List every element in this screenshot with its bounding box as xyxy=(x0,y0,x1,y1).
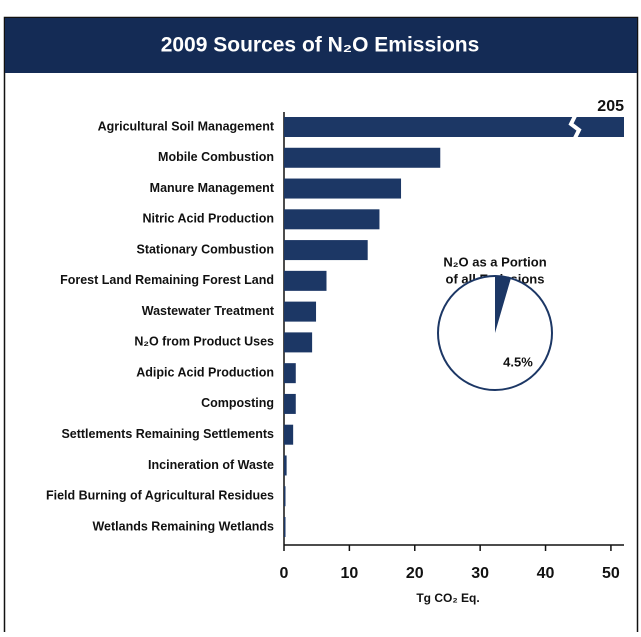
pie-value-label: 4.5% xyxy=(503,354,533,369)
y-tick-label: Settlements Remaining Settlements xyxy=(61,427,274,441)
y-tick-label: Wetlands Remaining Wetlands xyxy=(92,519,274,533)
frame xyxy=(3,16,639,637)
x-tick-label: 0 xyxy=(280,565,289,582)
bar xyxy=(284,209,380,230)
y-tick-label: N₂O from Product Uses xyxy=(134,335,274,349)
pie-title: N₂O as a Portion xyxy=(443,254,546,269)
chart-title: 2009 Sources of N₂O Emissions xyxy=(161,34,480,57)
bar xyxy=(284,393,296,414)
bar xyxy=(284,301,317,322)
value-label: 205 xyxy=(597,98,624,115)
bar xyxy=(284,178,402,199)
y-tick-label: Adipic Acid Production xyxy=(136,365,274,379)
bar xyxy=(284,517,286,538)
bar xyxy=(284,424,294,445)
x-tick-label: 10 xyxy=(340,565,358,582)
y-tick-label: Agricultural Soil Management xyxy=(98,119,275,133)
y-tick-label: Nitric Acid Production xyxy=(143,212,275,226)
bar xyxy=(284,240,368,261)
title-band xyxy=(5,18,637,73)
y-tick-label: Wastewater Treatment xyxy=(142,304,275,318)
axis-break xyxy=(568,115,582,139)
bar xyxy=(284,117,624,137)
x-tick-label: 20 xyxy=(406,565,424,582)
bar xyxy=(284,486,286,507)
y-tick-label: Stationary Combustion xyxy=(136,242,274,256)
x-tick-label: 40 xyxy=(537,565,555,582)
bar xyxy=(284,332,313,353)
bar xyxy=(284,270,327,291)
y-tick-label: Field Burning of Agricultural Residues xyxy=(46,489,274,503)
y-tick-label: Forest Land Remaining Forest Land xyxy=(60,273,274,287)
x-axis-label: Tg CO₂ Eq. xyxy=(416,591,479,605)
bar xyxy=(284,363,296,384)
bar xyxy=(284,147,441,168)
y-tick-label: Manure Management xyxy=(150,181,275,195)
y-tick-label: Composting xyxy=(201,396,274,410)
y-tick-label: Incineration of Waste xyxy=(148,458,274,472)
x-tick-label: 50 xyxy=(602,565,620,582)
pie-slice xyxy=(495,276,511,333)
x-tick-label: 30 xyxy=(471,565,489,582)
bar xyxy=(284,455,287,476)
y-tick-label: Mobile Combustion xyxy=(158,150,274,164)
